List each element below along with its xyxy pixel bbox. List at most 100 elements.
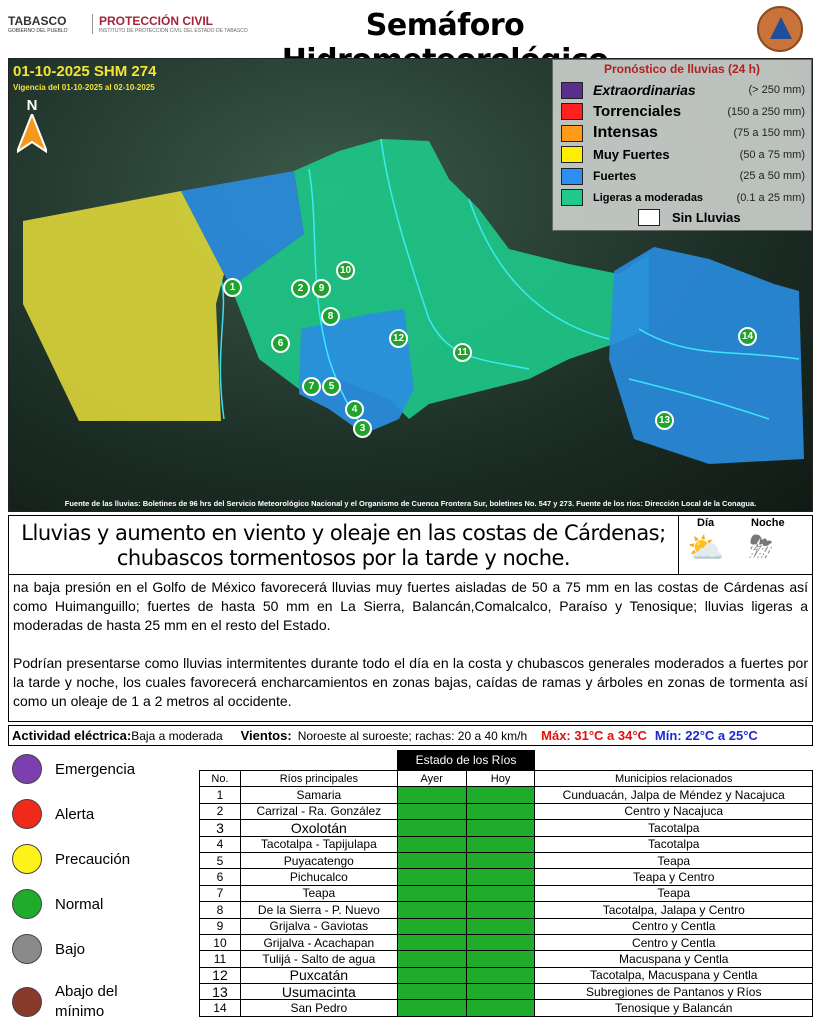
river-station-marker[interactable]: 3 [353, 419, 372, 438]
legend-item: Extraordinarias (> 250 mm) [561, 80, 805, 100]
river-legend-item: Abajo del mínimo [12, 982, 135, 1022]
river-number: 6 [199, 868, 241, 886]
municipalities: Centro y Centla [534, 917, 813, 935]
status-today [465, 933, 536, 952]
legend-range: (25 a 50 mm) [739, 170, 805, 182]
proteccion-civil-logo: PROTECCIÓN CIVIL INSTITUTO DE PROTECCIÓN … [92, 14, 248, 34]
status-today [465, 999, 536, 1017]
legend-swatch [561, 81, 583, 99]
municipalities: Tacotalpa [534, 835, 813, 853]
river-name: Samaria [239, 786, 398, 804]
municipalities: Tacotalpa [534, 819, 813, 837]
bulletin-date: 01-10-2025 SHM 274 [13, 63, 157, 80]
min-temp: Mín: 22°C a 25°C [654, 728, 758, 743]
status-today [465, 819, 536, 837]
table-row: 13 Usumacinta Subregiones de Pantanos y Rí… [199, 983, 813, 1001]
river-legend-label: Alerta [55, 805, 95, 823]
status-yesterday [396, 786, 467, 804]
rain-legend: Pronóstico de lluvias (24 h) Extraordina… [552, 59, 812, 231]
status-yesterday [396, 966, 467, 985]
status-yesterday [396, 868, 467, 886]
river-station-marker[interactable]: 8 [321, 307, 340, 326]
river-station-marker[interactable]: 7 [302, 377, 321, 396]
river-number: 5 [199, 851, 241, 870]
map-regions [23, 138, 804, 464]
tabasco-logo: TABASCO GOBIERNO DEL PUEBLO [8, 14, 68, 34]
river-station-marker[interactable]: 14 [738, 327, 757, 346]
status-circle-icon [12, 799, 42, 829]
river-station-marker[interactable]: 9 [312, 279, 331, 298]
river-station-marker[interactable]: 10 [336, 261, 355, 280]
legend-swatch [561, 103, 583, 120]
legend-range: (50 a 75 mm) [739, 148, 805, 161]
storm-cloud-icon: ⛈ [749, 531, 773, 564]
table-row: 4 Tacotalpa - Tapijulapa Tacotalpa [199, 835, 813, 853]
river-number: 3 [199, 819, 241, 837]
table-row: 3 Oxolotán Tacotalpa [199, 819, 813, 837]
river-legend-item: Normal [12, 889, 103, 919]
status-circle-icon [12, 889, 42, 919]
status-today [465, 901, 536, 919]
legend-title: Pronóstico de lluvias (24 h) [603, 62, 761, 76]
column-header: Hoy [465, 769, 536, 788]
status-yesterday [396, 802, 467, 821]
legend-name: Extraordinarias [593, 82, 696, 98]
legend-range: (> 250 mm) [748, 84, 805, 96]
table-row: 8 De la Sierra - P. Nuevo Tacotalpa, Jalap… [199, 901, 813, 919]
river-station-marker[interactable]: 12 [389, 329, 408, 348]
river-station-marker[interactable]: 4 [345, 400, 364, 419]
region-fuertes-northwest [181, 171, 304, 287]
status-today [465, 835, 536, 853]
municipalities: Teapa [534, 884, 813, 903]
region-fuertes-sierra [299, 309, 414, 434]
legend-swatch [561, 167, 583, 185]
sun-cloud-icon: ⛅ [687, 532, 725, 565]
column-header: Municipios relacionados [534, 769, 813, 788]
river-number: 13 [199, 983, 241, 1001]
table-row: 10 Grijalva - Acachapan Centro y Centla [199, 933, 813, 952]
night-label: Noche [751, 517, 785, 529]
status-yesterday [396, 884, 467, 903]
table-row: 9 Grijalva - Gaviotas Centro y Centla [199, 917, 813, 935]
river-number: 2 [199, 802, 241, 821]
table-row: 2 Carrizal - Ra. González Centro y Nacajuc… [199, 802, 813, 821]
river-legend-item: Precaución [12, 844, 130, 874]
river-name: Grijalva - Acachapan [239, 933, 398, 952]
river-legend-label: Abajo del mínimo [55, 983, 118, 1020]
river-legend-item: Bajo [12, 934, 85, 964]
municipalities: Tacotalpa, Jalapa y Centro [534, 901, 813, 919]
river-station-marker[interactable]: 6 [271, 334, 290, 353]
legend-item: Fuertes (25 a 50 mm) [561, 166, 805, 186]
river-station-marker[interactable]: 2 [291, 279, 310, 298]
legend-range: (150 a 250 mm) [727, 105, 805, 118]
river-station-marker[interactable]: 11 [453, 343, 472, 362]
status-yesterday [396, 901, 467, 919]
status-today [465, 884, 536, 903]
municipalities: Subregiones de Pantanos y Ríos [534, 983, 813, 1001]
municipalities: Cunduacán, Jalpa de Méndez y Nacajuca [534, 786, 813, 804]
river-legend-label: Bajo [55, 940, 86, 958]
river-legend-label: Precaución [55, 850, 131, 868]
legend-range: (0.1 a 25 mm) [736, 191, 805, 204]
table-row: 1 Samaria Cunduacán, Jalpa de Méndez y Nac… [199, 786, 813, 804]
legend-name: Torrenciales [593, 103, 682, 120]
municipalities: Macuspana y Centla [534, 950, 813, 968]
status-today [465, 983, 536, 1001]
wind-label: Vientos: [240, 728, 292, 743]
legend-sin-lluvias: Sin Lluvias [638, 209, 741, 226]
river-station-marker[interactable]: 5 [322, 377, 341, 396]
status-today [465, 868, 536, 886]
legend-item: Intensas (75 a 150 mm) [561, 123, 805, 143]
status-circle-icon [12, 934, 42, 964]
validity-period: Vigencia del 01-10-2025 al 02-10-2025 [13, 83, 155, 92]
status-yesterday [396, 999, 467, 1017]
river-station-marker[interactable]: 13 [655, 411, 674, 430]
municipalities: Tenosique y Balancán [534, 999, 813, 1017]
wind-value: Noroeste al suroeste; rachas: 20 a 40 km… [297, 728, 528, 743]
legend-name: Ligeras a moderadas [593, 191, 704, 204]
municipalities: Centro y Nacajuca [534, 802, 813, 821]
status-today [465, 917, 536, 935]
river-number: 10 [199, 933, 241, 952]
river-station-marker[interactable]: 1 [223, 278, 242, 297]
river-number: 1 [199, 786, 241, 804]
